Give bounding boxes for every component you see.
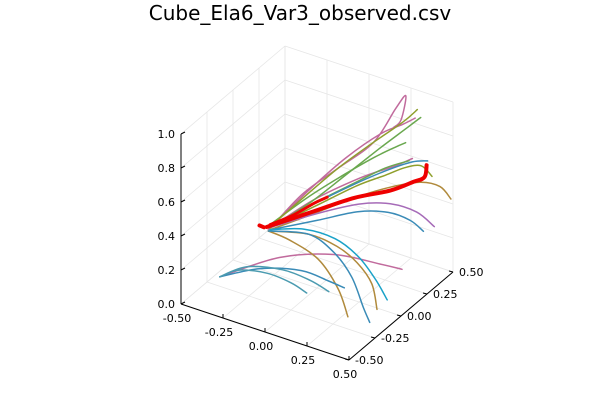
wall-xz-grid-z-0 xyxy=(284,215,454,273)
y-tick-mark-2 xyxy=(396,314,402,317)
series-line-5 xyxy=(269,141,407,226)
axes xyxy=(180,131,454,361)
x-tick-label-3: 0.25 xyxy=(291,354,316,367)
series-line-20 xyxy=(264,163,429,229)
floor-grid-y-3 xyxy=(258,237,428,295)
z-tick-label-0: 0.0 xyxy=(158,298,176,311)
y-tick-label-1: -0.25 xyxy=(381,332,409,345)
series-line-9 xyxy=(269,181,452,231)
wall-xz-grid-z-5 xyxy=(284,45,454,103)
series-line-18 xyxy=(269,227,388,301)
wall-yz-grid-z-3 xyxy=(180,113,286,203)
z-tick-mark-0 xyxy=(180,301,186,305)
z-tick-label-5: 1.0 xyxy=(158,128,176,141)
z-tick-mark-5 xyxy=(180,131,186,135)
series-line-8 xyxy=(269,164,433,229)
series-line-3 xyxy=(219,253,403,278)
wall-yz-grid-z-5 xyxy=(180,45,286,135)
x-tick-label-2: 0.00 xyxy=(249,340,274,353)
data-series xyxy=(219,94,452,324)
y-tick-label-4: 0.50 xyxy=(459,266,484,279)
y-tick-mark-1 xyxy=(370,336,376,339)
wall-xz-grid-z-4 xyxy=(284,79,454,137)
z-tick-label-1: 0.2 xyxy=(158,264,176,277)
series-line-1 xyxy=(274,117,416,224)
wall-yz-grid-z-2 xyxy=(180,147,286,237)
y-tick-mark-4 xyxy=(448,270,454,273)
series-line-11 xyxy=(267,230,349,318)
chart-title: Cube_Ela6_Var3_observed.csv xyxy=(149,1,452,25)
series-line-17 xyxy=(219,269,308,294)
series-line-13 xyxy=(269,210,425,233)
wall-yz-grid-z-1 xyxy=(180,181,286,271)
z-tick-mark-1 xyxy=(180,267,186,271)
x-tick-label-1: -0.25 xyxy=(205,326,233,339)
z-tick-mark-2 xyxy=(180,233,186,237)
tick-labels: -0.50-0.250.000.250.50-0.50-0.250.000.25… xyxy=(158,128,484,381)
x-tick-label-0: -0.50 xyxy=(163,312,191,325)
z-tick-label-4: 0.8 xyxy=(158,162,176,175)
y-tick-mark-0 xyxy=(344,358,350,361)
series-line-7 xyxy=(270,108,419,227)
series-line-4 xyxy=(270,116,422,228)
series-line-22 xyxy=(268,195,329,227)
z-tick-mark-3 xyxy=(180,199,186,203)
z-tick-mark-4 xyxy=(180,165,186,169)
y-tick-mark-3 xyxy=(422,292,428,295)
z-tick-label-3: 0.6 xyxy=(158,196,176,209)
wall-yz-grid-z-4 xyxy=(180,79,286,169)
floor-grid-y-1 xyxy=(206,281,376,339)
z-tick-label-2: 0.4 xyxy=(158,230,176,243)
series-line-21 xyxy=(257,223,266,230)
floor-grid-y-2 xyxy=(232,259,402,317)
y-tick-label-2: 0.00 xyxy=(407,310,432,323)
y-tick-label-3: 0.25 xyxy=(433,288,458,301)
x-tick-label-4: 0.50 xyxy=(333,368,358,381)
series-line-14 xyxy=(267,230,371,324)
series-line-19 xyxy=(270,202,436,228)
series-line-16 xyxy=(219,265,330,293)
series-line-0 xyxy=(270,94,407,228)
y-tick-label-0: -0.50 xyxy=(355,354,383,367)
wall-xz-grid-z-1 xyxy=(284,181,454,239)
